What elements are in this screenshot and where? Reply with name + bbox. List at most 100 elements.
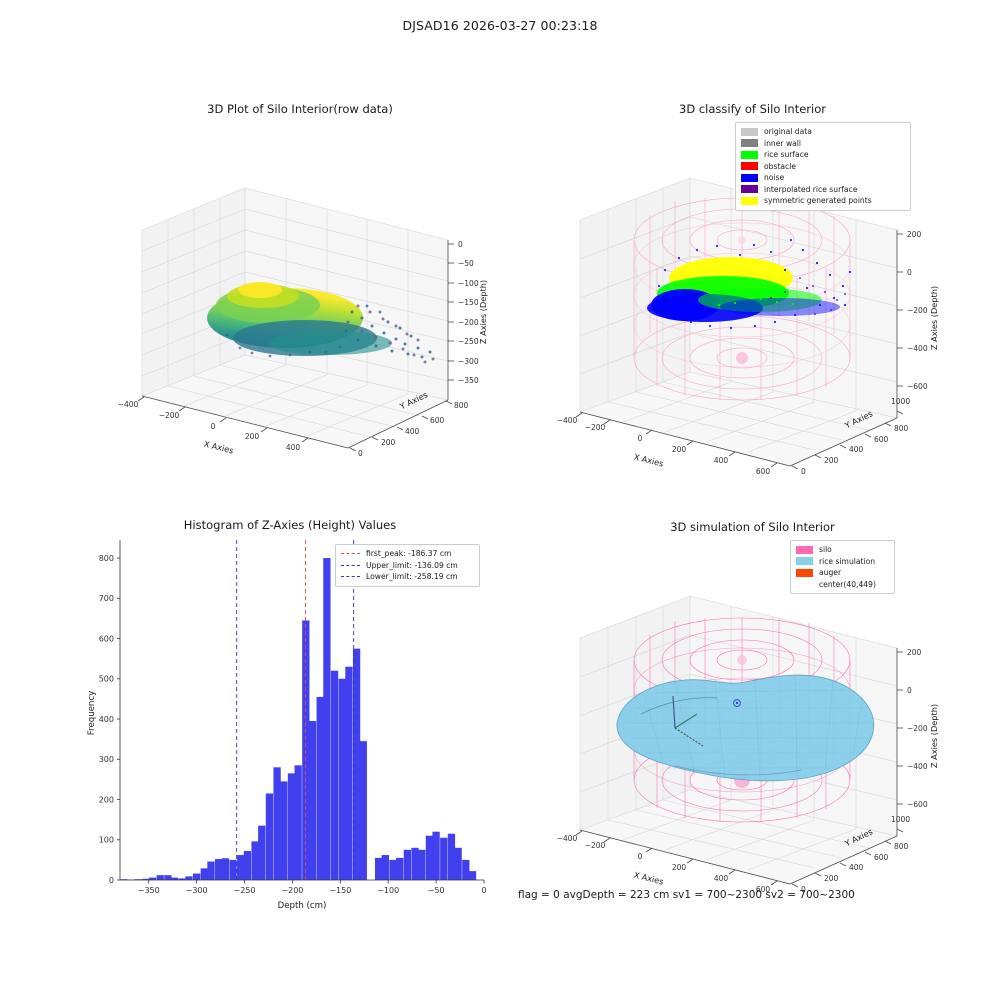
histogram-bar (251, 841, 259, 880)
svg-text:−150: −150 (458, 298, 479, 307)
legend-label: symmetric generated points (764, 196, 872, 205)
legend-item[interactable]: rice surface (741, 149, 905, 161)
histogram-bar (454, 847, 462, 880)
swatch-silo (796, 545, 813, 554)
legend-label: Upper_limit: -136.09 cm (366, 560, 458, 570)
svg-text:200: 200 (824, 874, 839, 883)
svg-text:400: 400 (714, 456, 729, 465)
classified-points (647, 238, 852, 330)
histogram-bar (273, 767, 281, 880)
legend-item[interactable]: Upper_limit: -136.09 cm (341, 560, 474, 572)
svg-text:200: 200 (245, 432, 260, 441)
svg-text:0: 0 (801, 885, 806, 894)
svg-text:600: 600 (756, 467, 771, 476)
svg-text:−350: −350 (458, 376, 479, 385)
panel-histogram[interactable]: Histogram of Z-Axies (Height) Values 0 10… (80, 518, 500, 918)
svg-text:−600: −600 (907, 800, 928, 809)
svg-text:1000: 1000 (891, 815, 910, 824)
svg-text:600: 600 (874, 435, 889, 444)
legend-item[interactable]: noise (741, 172, 905, 184)
figure-suptitle: DJSAD16 2026-03-27 00:23:18 (402, 18, 598, 33)
classify-legend[interactable]: original data inner wall rice surface ob… (735, 122, 911, 211)
legend-item[interactable]: auger (796, 567, 889, 579)
histogram-bar (418, 849, 426, 880)
simulation-legend[interactable]: silo rice simulation auger center(40,449… (790, 540, 895, 594)
svg-text:0: 0 (638, 852, 643, 861)
svg-text:600: 600 (430, 416, 445, 425)
rice-simulation-surface (616, 672, 875, 782)
svg-text:0: 0 (638, 434, 643, 443)
svg-text:0: 0 (211, 422, 216, 431)
legend-item[interactable]: original data (741, 126, 905, 138)
silo-center-glow (736, 236, 748, 364)
legend-item[interactable]: first_peak: -186.37 cm (341, 548, 474, 560)
svg-text:−400: −400 (557, 416, 578, 425)
histogram-bar (323, 558, 331, 880)
histogram-bars (120, 558, 477, 880)
histogram-bar (265, 793, 274, 880)
svg-text:200: 200 (907, 230, 922, 239)
swatch-original-data (741, 127, 758, 136)
svg-text:−300: −300 (458, 357, 479, 366)
legend-item[interactable]: Lower_limit: -258.19 cm (341, 571, 474, 583)
histogram-bar (170, 877, 179, 880)
panel-3d-simulation[interactable]: 3D simulation of Silo Interior (545, 518, 960, 898)
histogram-legend[interactable]: first_peak: -186.37 cm Upper_limit: -136… (335, 544, 480, 587)
xaxis-label: X Axies (633, 452, 665, 469)
legend-item[interactable]: inner wall (741, 138, 905, 150)
histogram-bar (200, 868, 208, 880)
swatch-center (796, 580, 813, 588)
legend-item[interactable]: obstacle (741, 161, 905, 173)
svg-text:500: 500 (99, 675, 114, 684)
svg-text:600: 600 (874, 853, 889, 862)
svg-text:800: 800 (894, 842, 909, 851)
swatch-interpolated-rice-surface (741, 185, 758, 194)
histogram-bar (294, 765, 302, 880)
legend-label: obstacle (764, 161, 797, 171)
legend-item[interactable]: silo (796, 544, 889, 556)
svg-text:0: 0 (907, 268, 912, 277)
z-axis-group: 200 0 −200 −400 −600 Z Axies (Depth) (896, 648, 939, 836)
histogram-bar (221, 858, 230, 880)
grid-floor (167, 364, 421, 438)
histogram-bar (432, 831, 440, 880)
z-axis-group: 200 0 −200 −400 −600 Z Axies (Depth) (896, 230, 939, 418)
svg-text:600: 600 (99, 634, 114, 643)
legend-item[interactable]: interpolated rice surface (741, 184, 905, 196)
swatch-noise (741, 173, 758, 182)
zaxis-label: Z Axies (Depth) (929, 704, 939, 768)
swatch-auger (796, 568, 813, 577)
svg-text:300: 300 (99, 755, 114, 764)
legend-label: first_peak: -186.37 cm (366, 549, 452, 558)
svg-text:−200: −200 (458, 318, 479, 327)
scatter-point-cloud (207, 282, 435, 364)
svg-text:−50: −50 (458, 259, 474, 268)
svg-text:−200: −200 (585, 841, 606, 850)
svg-text:1000: 1000 (891, 397, 910, 406)
svg-text:−200: −200 (585, 423, 606, 432)
legend-item[interactable]: rice simulation (796, 556, 889, 568)
histogram-bar (308, 721, 317, 880)
panel-3d-classify[interactable]: 3D classify of Silo Interior (545, 100, 960, 480)
panel-3d-raw[interactable]: 3D Plot of Silo Interior(row data) (100, 100, 500, 480)
legend-label: auger (819, 568, 842, 577)
histogram-bar (345, 666, 353, 880)
svg-text:0: 0 (907, 686, 912, 695)
line-upper-limit (341, 564, 360, 566)
legend-item[interactable]: symmetric generated points (741, 195, 905, 207)
line-first-peak (341, 553, 360, 555)
panel-histogram-title: Histogram of Z-Axies (Height) Values (183, 518, 397, 532)
svg-text:−400: −400 (557, 834, 578, 843)
histogram-bar (243, 851, 252, 880)
svg-text:−100: −100 (377, 886, 399, 895)
histogram-bar (374, 857, 383, 880)
histogram-bar (192, 873, 201, 880)
xaxis-label: X Axies (633, 870, 665, 887)
histogram-bar (156, 875, 164, 880)
svg-text:0: 0 (109, 876, 114, 885)
grid-left (141, 199, 246, 386)
legend-item[interactable]: center(40,449) (796, 579, 889, 591)
svg-text:−400: −400 (907, 762, 928, 771)
auger-marker (672, 695, 704, 747)
histogram-ylabel: Frequency (87, 691, 97, 735)
